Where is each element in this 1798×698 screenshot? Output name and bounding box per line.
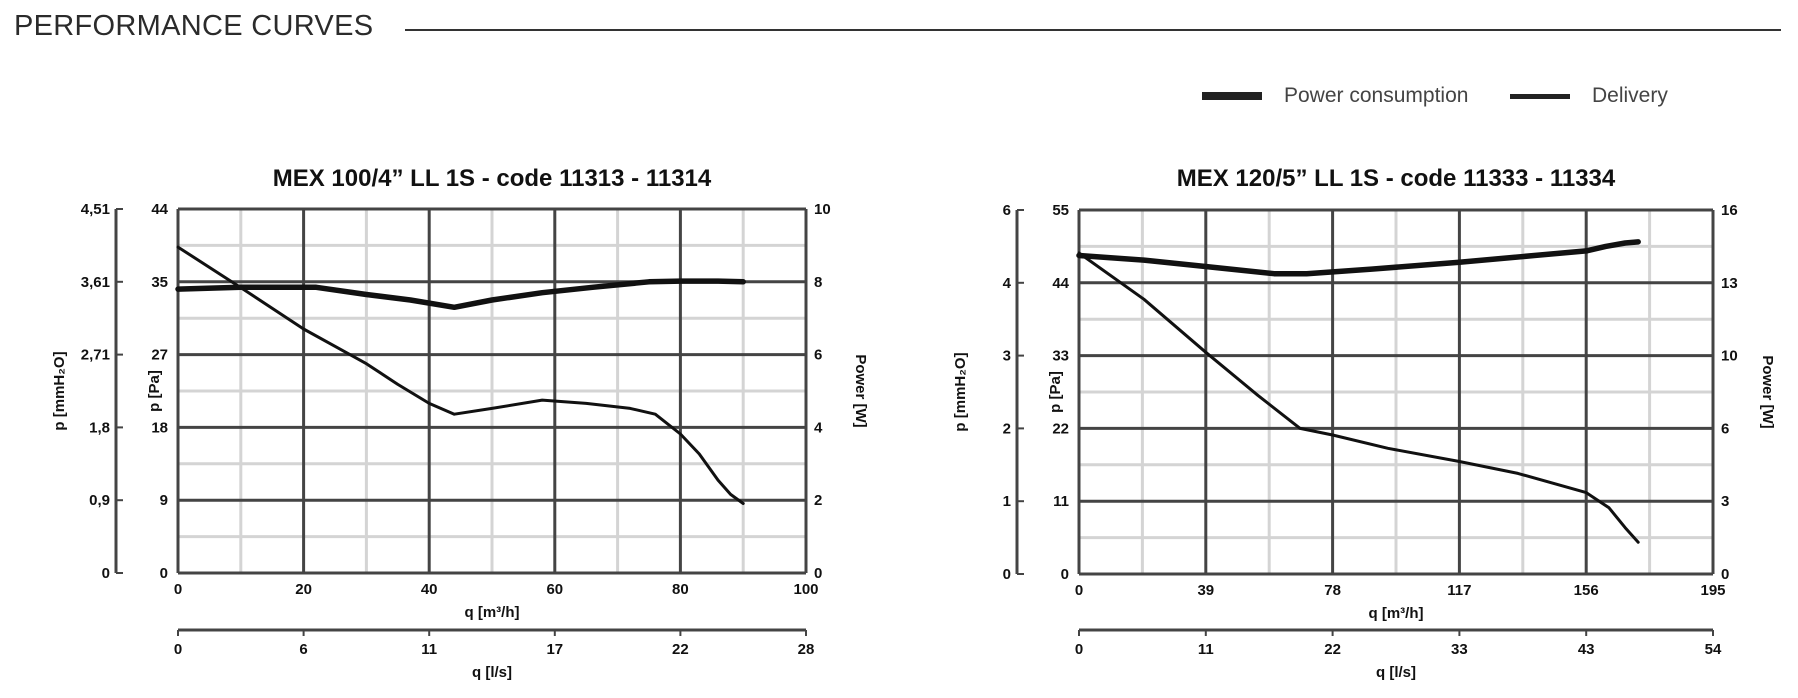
x2-axis-label: q [l/s]	[1376, 664, 1416, 681]
y2-tick-label: 3,61	[81, 274, 110, 291]
x2-tick-label: 11	[1198, 641, 1214, 658]
yr-axis-label: Power [W]	[1759, 355, 1776, 428]
y2-tick-label: 2,71	[81, 347, 110, 364]
legend-swatch-thin	[1510, 93, 1570, 99]
y2-tick-label: 0	[1003, 566, 1011, 583]
y2-tick-label: 4,51	[81, 201, 110, 218]
y2-tick-label: 1,8	[89, 419, 110, 436]
y-tick-label: 33	[1052, 348, 1069, 365]
yr-tick-label: 13	[1721, 275, 1738, 292]
series-line-power-consumption	[1076, 239, 1641, 277]
x-tick-label: 80	[672, 581, 689, 598]
series-line-delivery	[176, 245, 745, 505]
series-line-power-consumption	[175, 278, 746, 311]
yr-tick-label: 10	[814, 201, 831, 218]
chart-title: MEX 120/5” LL 1S - code 11333 - 11334	[1177, 165, 1616, 192]
legend-power-consumption: Power consumption	[1202, 82, 1468, 110]
chart-title: MEX 100/4” LL 1S - code 11313 - 11314	[273, 165, 712, 192]
page-title: PERFORMANCE CURVES	[14, 10, 374, 42]
x2-tick-label: 33	[1451, 641, 1468, 658]
x2-tick-label: 6	[299, 641, 307, 658]
x-tick-label: 117	[1447, 582, 1471, 599]
x-tick-label: 78	[1324, 582, 1341, 599]
x2-tick-label: 43	[1578, 641, 1595, 658]
y-tick-label: 0	[160, 565, 168, 582]
title-divider	[405, 29, 1781, 31]
yr-tick-label: 10	[1721, 348, 1738, 365]
y-tick-label: 11	[1053, 493, 1069, 510]
y2-tick-label: 2	[1003, 420, 1011, 437]
y-tick-label: 22	[1052, 420, 1069, 437]
y-tick-label: 27	[151, 347, 168, 364]
y-tick-label: 35	[151, 274, 168, 291]
x2-axis-label: q [l/s]	[472, 664, 512, 681]
y2-axis-label: p [mmH₂O]	[952, 352, 969, 431]
x-tick-label: 0	[1075, 582, 1083, 599]
legend-swatch-thick	[1202, 92, 1262, 100]
x-tick-label: 40	[421, 581, 438, 598]
x-tick-label: 100	[793, 581, 818, 598]
yr-tick-label: 3	[1721, 493, 1729, 510]
yr-tick-label: 6	[1721, 420, 1729, 437]
y2-tick-label: 0	[102, 565, 110, 582]
legend-label-delivery: Delivery	[1592, 84, 1668, 107]
x2-tick-label: 54	[1705, 641, 1722, 658]
y2-axis-label: p [mmH₂O]	[51, 351, 68, 430]
y-tick-label: 0	[1061, 566, 1069, 583]
yr-tick-label: 2	[814, 492, 822, 509]
series-line-delivery	[1077, 251, 1640, 544]
y-tick-label: 55	[1052, 202, 1069, 219]
y2-tick-label: 3	[1003, 348, 1011, 365]
x2-tick-label: 22	[672, 641, 689, 658]
y2-tick-label: 1	[1003, 493, 1011, 510]
yr-tick-label: 4	[814, 419, 823, 436]
legend-delivery: Delivery	[1510, 82, 1668, 110]
yr-axis-label: Power [W]	[852, 354, 869, 427]
y-axis-label: p [Pa]	[1047, 371, 1064, 413]
x-axis-label: q [m³/h]	[465, 604, 520, 621]
x-tick-label: 20	[295, 581, 312, 598]
yr-tick-label: 0	[814, 565, 822, 582]
yr-tick-label: 16	[1721, 202, 1738, 219]
y2-tick-label: 4	[1003, 275, 1012, 292]
yr-tick-label: 6	[814, 347, 822, 364]
y2-tick-label: 6	[1003, 202, 1011, 219]
x-tick-label: 60	[546, 581, 563, 598]
y-tick-label: 44	[1052, 275, 1069, 292]
x2-tick-label: 22	[1324, 641, 1341, 658]
x-tick-label: 0	[174, 581, 182, 598]
y2-tick-label: 0,9	[89, 492, 110, 509]
x2-tick-label: 11	[421, 641, 437, 658]
x2-tick-label: 0	[1075, 641, 1083, 658]
x2-tick-label: 28	[798, 641, 815, 658]
x-tick-label: 39	[1197, 582, 1214, 599]
x2-tick-label: 0	[174, 641, 182, 658]
y-tick-label: 18	[151, 419, 168, 436]
yr-tick-label: 8	[814, 274, 822, 291]
x-tick-label: 195	[1700, 582, 1725, 599]
yr-tick-label: 0	[1721, 566, 1729, 583]
x-tick-label: 156	[1574, 582, 1599, 599]
y-axis-label: p [Pa]	[146, 370, 163, 412]
x-axis-label: q [m³/h]	[1369, 605, 1424, 622]
legend-label-power-consumption: Power consumption	[1284, 84, 1469, 107]
y-tick-label: 9	[160, 492, 168, 509]
y-tick-label: 44	[151, 201, 168, 218]
x2-tick-label: 17	[546, 641, 563, 658]
